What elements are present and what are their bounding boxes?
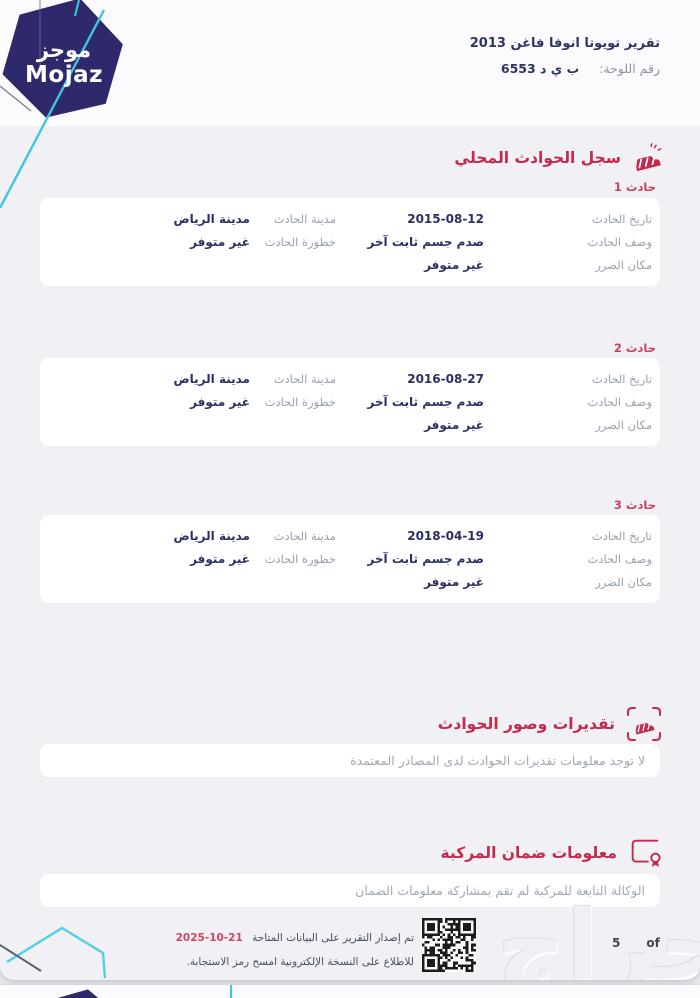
plate-number-row: رقم اللوحة: ب ي د 6553 (470, 61, 660, 76)
field-label-city: مدينة الحادث (273, 372, 336, 386)
accidents-section-header: سجل الحوادث المحلي (454, 142, 664, 174)
hexagon-outline-decor (0, 926, 107, 979)
field-value-damage: غير متوفر (424, 418, 484, 432)
next-page-edge (0, 985, 700, 998)
field-value-date: 2015-08-12 (407, 212, 484, 226)
warranty-message-card: الوكالة التابعة للمركبة لم تقم بمشاركة م… (40, 874, 660, 907)
issued-date: 2025-10-21 (175, 932, 243, 944)
scan-line: للاطلاع على النسخة الإلكترونية امسح رمز … (186, 956, 415, 968)
logo-arabic-name: موجز (36, 38, 92, 62)
next-page-logo-hexagon (0, 985, 155, 998)
field-value-severity: غير متوفر (190, 552, 250, 566)
plate-number-value: ب ي د 6553 (500, 61, 580, 76)
field-value-severity: غير متوفر (190, 395, 250, 409)
estimates-message: لا توجد معلومات تقديرات الحوادث لدى المص… (350, 753, 645, 768)
accident-2-card: تاريخ الحادث 2016-08-27 مدينة الحادث مدي… (40, 358, 660, 446)
issued-line: تم إصدار التقرير على البيانات المتاحة 20… (158, 926, 414, 950)
field-value-city: مدينة الرياض (173, 529, 250, 543)
field-value-city: مدينة الرياض (173, 212, 250, 226)
mojaz-logo: موجز Mojaz (14, 38, 114, 89)
crashed-car-icon (636, 143, 662, 172)
accident-3-label: حادث 3 (613, 498, 656, 512)
page-number-of: of (646, 936, 660, 950)
field-label-damage: مكان الضرر (595, 418, 652, 432)
field-value-date: 2018-04-19 (407, 529, 484, 543)
field-value-city: مدينة الرياض (173, 372, 250, 386)
field-label-severity: خطورة الحادث (264, 235, 336, 249)
field-value-date: 2016-08-27 (407, 372, 484, 386)
field-label-severity: خطورة الحادث (264, 395, 336, 409)
next-page-cyan-line (230, 985, 232, 998)
field-value-damage: غير متوفر (424, 575, 484, 589)
field-value-desc: صدم جسم ثابت آخر (367, 552, 484, 566)
field-label-date: تاريخ الحادث (591, 372, 652, 386)
field-label-date: تاريخ الحادث (591, 529, 652, 543)
field-value-severity: غير متوفر (190, 235, 250, 249)
warranty-certificate-icon (631, 839, 661, 867)
field-label-desc: وصف الحادث (587, 235, 652, 249)
accident-1-label: حادث 1 (613, 180, 656, 194)
estimates-section-title: تقديرات وصور الحوادث (437, 715, 615, 733)
field-label-damage: مكان الضرر (595, 258, 652, 272)
estimates-section-header: تقديرات وصور الحوادث (438, 703, 664, 745)
warranty-section-title: معلومات ضمان المركبة (440, 844, 617, 862)
warranty-message: الوكالة التابعة للمركبة لم تقم بمشاركة م… (355, 883, 645, 898)
footer-note: تم إصدار التقرير على البيانات المتاحة 20… (158, 926, 414, 974)
field-value-desc: صدم جسم ثابت آخر (367, 395, 484, 409)
report-header-text: تقرير تويوتا انوفا فاغن 2013 رقم اللوحة:… (470, 36, 660, 76)
field-label-desc: وصف الحادث (587, 395, 652, 409)
estimates-message-card: لا توجد معلومات تقديرات الحوادث لدى المص… (40, 744, 660, 777)
haraj-watermark: حراج (497, 890, 700, 980)
field-label-city: مدينة الحادث (273, 529, 336, 543)
issued-text: تم إصدار التقرير على البيانات المتاحة (252, 932, 414, 944)
field-label-damage: مكان الضرر (595, 575, 652, 589)
accident-3-grid: تاريخ الحادث 2018-04-19 مدينة الحادث مدي… (54, 525, 652, 593)
plate-number-label: رقم اللوحة: (599, 61, 660, 76)
field-value-desc: صدم جسم ثابت آخر (367, 235, 484, 249)
accident-2-label: حادث 2 (613, 341, 656, 355)
report-title: تقرير تويوتا انوفا فاغن 2013 (469, 36, 660, 51)
accidents-section-title: سجل الحوادث المحلي (454, 149, 621, 167)
qr-code (422, 918, 476, 972)
page-number: 5 of (612, 936, 678, 950)
field-value-damage: غير متوفر (424, 258, 484, 272)
field-label-desc: وصف الحادث (587, 552, 652, 566)
field-label-severity: خطورة الحادث (264, 552, 336, 566)
warranty-section-header: معلومات ضمان المركبة (440, 836, 664, 870)
logo-latin-name: Mojaz (25, 62, 103, 89)
page-number-current: 5 (612, 936, 621, 950)
field-label-city: مدينة الحادث (273, 212, 336, 226)
field-label-date: تاريخ الحادث (591, 212, 652, 226)
accident-1-grid: تاريخ الحادث 2015-08-12 مدينة الحادث مدي… (54, 208, 652, 276)
accident-1-card: تاريخ الحادث 2015-08-12 مدينة الحادث مدي… (40, 198, 660, 286)
accident-photos-icon (627, 707, 661, 741)
accident-3-card: تاريخ الحادث 2018-04-19 مدينة الحادث مدي… (40, 515, 660, 603)
accident-2-grid: تاريخ الحادث 2016-08-27 مدينة الحادث مدي… (54, 368, 652, 436)
